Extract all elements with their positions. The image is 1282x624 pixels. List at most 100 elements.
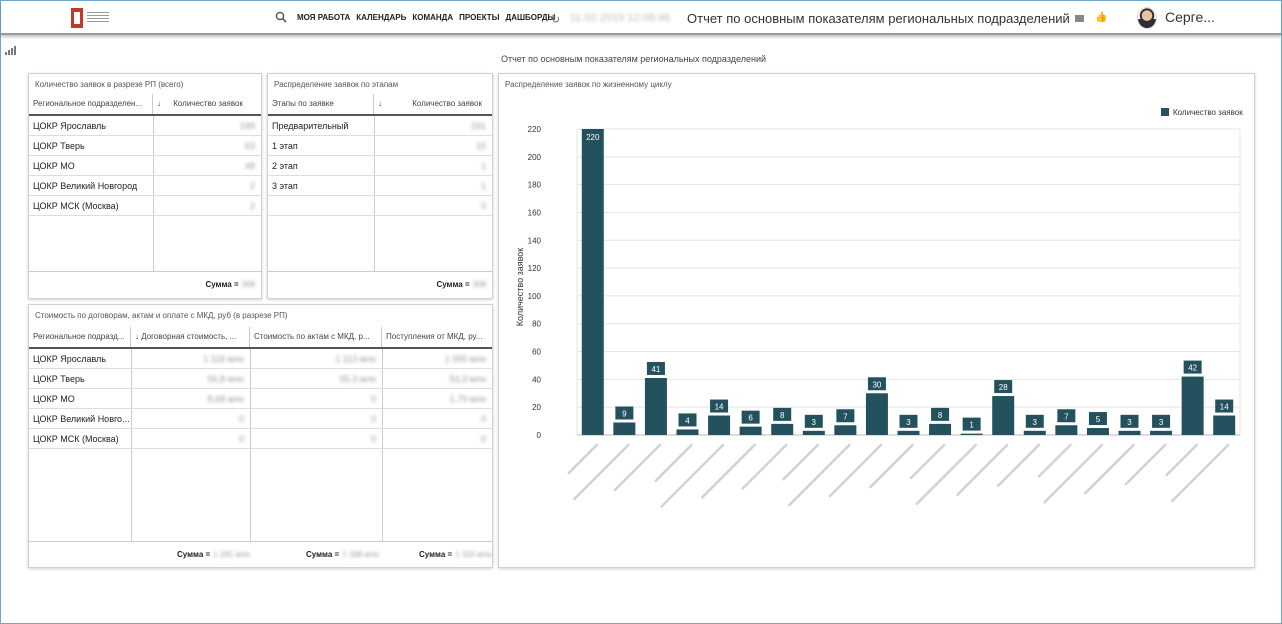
bar [581,129,604,435]
column-header-count[interactable]: ↓ Количество заявок [157,99,243,108]
table-row[interactable]: ЦОКР Ярославль 1 116 млн 1 113 млн 1 055 мл… [29,349,492,369]
nav-team[interactable]: КОМАНДА [412,13,454,22]
cell-count: 1 [480,181,486,191]
bar-data-label: 30 [872,380,881,389]
bar [1023,430,1046,435]
y-tick-label: 0 [537,431,542,440]
cell-payments: 53,3 млн [449,374,486,384]
x-tick-label-redacted [567,443,599,475]
sort-arrow-icon: ↓ [378,99,382,108]
bar [897,430,920,435]
panel-requests-by-stage: Распределение заявок по этапам Этапы по … [267,73,493,299]
column-header-count[interactable]: ↓ Количество заявок [378,99,482,108]
bar-data-label: 7 [1064,412,1069,421]
nav-calendar[interactable]: КАЛЕНДАРЬ [356,13,407,22]
cell-stage-name: 1 этап [272,141,298,151]
cell-rp-name: ЦОКР Тверь [33,141,85,151]
column-header-rp[interactable]: Региональное подразд... [29,327,131,347]
table-row[interactable]: 1 этап 15 [268,136,492,156]
bar-data-label-box [773,407,792,421]
bar [929,423,952,435]
grid-footer: Сумма = 1 181 млн Сумма = 1 168 млн Сумма … [29,541,492,567]
column-header-contract-cost[interactable]: ↓ Договорная стоимость, ... [131,327,250,347]
panel-lifecycle-chart: Распределение заявок по жизненному циклу… [498,73,1255,568]
y-tick-label: 40 [532,375,541,384]
x-tick-label-redacted [613,443,662,492]
cell-rp-name: ЦОКР Великий Новгород [33,181,138,191]
y-tick-label: 140 [528,236,542,245]
y-tick-label: 60 [532,348,541,357]
refresh-icon[interactable]: ↻ [551,14,561,26]
cell-contract-cost: 0 [238,434,244,444]
x-tick-label-redacted [700,443,756,499]
bar-data-label-box [710,399,729,413]
table-row[interactable]: ЦОКР МО 48 [29,156,261,176]
avatar[interactable] [1137,7,1157,29]
table-row[interactable]: ЦОКР МО 8,68 млн 0 1,79 млн [29,389,492,409]
y-tick-label: 180 [528,181,542,190]
nav-dashboards[interactable]: ДАШБОРДЫ [505,13,556,22]
x-tick-label-redacted [828,443,883,498]
cell-rp-name: ЦОКР МО [33,394,75,404]
x-tick-label-redacted [869,443,914,489]
y-tick-label: 220 [528,125,542,134]
thumbs-up-icon[interactable]: 👍 [1095,12,1108,23]
table-row[interactable]: ЦОКР Тверь 56,8 млн 55,3 млн 53,3 млн [29,369,492,389]
cell-rp-name: ЦОКР МО [33,161,75,171]
nav-my-work[interactable]: МОЯ РАБОТА [297,13,351,22]
bar [834,425,857,435]
sort-arrow-icon: ↓ [157,99,161,108]
cell-count: 291 [470,121,486,131]
table-row[interactable]: ЦОКР МСК (Москва) 0 0 0 [29,429,492,449]
bar-data-label: 41 [651,365,660,374]
x-tick-label-redacted [660,443,725,508]
x-tick-label-redacted [1165,443,1198,477]
y-tick-label: 20 [532,403,541,412]
bar-data-label-box [1215,399,1234,413]
bar-data-label-box [931,407,950,421]
signal-bars-icon[interactable] [5,46,16,55]
cell-contract-cost: 1 116 млн [203,354,244,364]
x-tick-label-redacted [909,443,946,480]
cell-count: 1 [480,161,486,171]
table-row[interactable]: ЦОКР Тверь 63 [29,136,261,156]
top-bar: МОЯ РАБОТА КАЛЕНДАРЬ КОМАНДА ПРОЕКТЫ ДАШ… [1,1,1281,35]
bar [865,393,888,435]
user-name[interactable]: Серге... [1165,9,1215,25]
table-row[interactable]: ЦОКР МСК (Москва) 2 [29,196,261,216]
table-row[interactable]: 2 этап 1 [268,156,492,176]
column-header-rp[interactable]: Региональное подразделен... [29,94,153,114]
cell-rp-name: ЦОКР Тверь [33,374,85,384]
legend-swatch [1161,108,1169,116]
column-header-payments[interactable]: Поступления от МКД, ру... [386,332,483,341]
cell-contract-cost: 56,8 млн [207,374,244,384]
mail-icon[interactable] [1075,15,1084,22]
nav-projects[interactable]: ПРОЕКТЫ [459,13,500,22]
table-row[interactable]: ЦОКР Ярославль 199 [29,116,261,136]
bar-data-label-box [962,417,981,431]
chart-title: Распределение заявок по жизненному циклу [505,80,672,89]
table-row[interactable]: Предварительный 291 [268,116,492,136]
table-row[interactable]: ЦОКР Великий Новгород 2 [29,176,261,196]
company-logo[interactable] [71,8,111,28]
cell-count: 63 [244,141,255,151]
search-icon[interactable] [275,11,287,23]
column-header-act-cost[interactable]: Стоимость по актам с МКД, р... [250,327,382,347]
table-row[interactable]: 3 этап 1 [268,176,492,196]
x-tick-label-redacted [782,443,820,481]
bar-data-label-box [867,377,886,391]
y-tick-label: 100 [528,292,542,301]
column-header-stage[interactable]: Этапы по заявке [268,94,374,114]
table-row[interactable]: 0 [268,196,492,216]
sum-contract-cost: Сумма = 1 181 млн [177,550,251,559]
bar-data-label: 9 [622,409,627,418]
x-tick-label-redacted [996,443,1041,487]
table-row[interactable]: ЦОКР Великий Новго... 0 0 0 [29,409,492,429]
bar-data-label: 3 [1159,418,1164,427]
cell-act-cost: 0 [370,394,376,404]
main-nav: МОЯ РАБОТА КАЛЕНДАРЬ КОМАНДА ПРОЕКТЫ ДАШ… [297,13,555,22]
bar-data-label: 3 [906,418,911,427]
y-tick-label: 120 [528,264,542,273]
lifecycle-bar-chart: 0 20 40 60 80 100 120 140 160 180 200 220 Количество… [515,108,1243,508]
x-tick-label-redacted [741,443,788,490]
